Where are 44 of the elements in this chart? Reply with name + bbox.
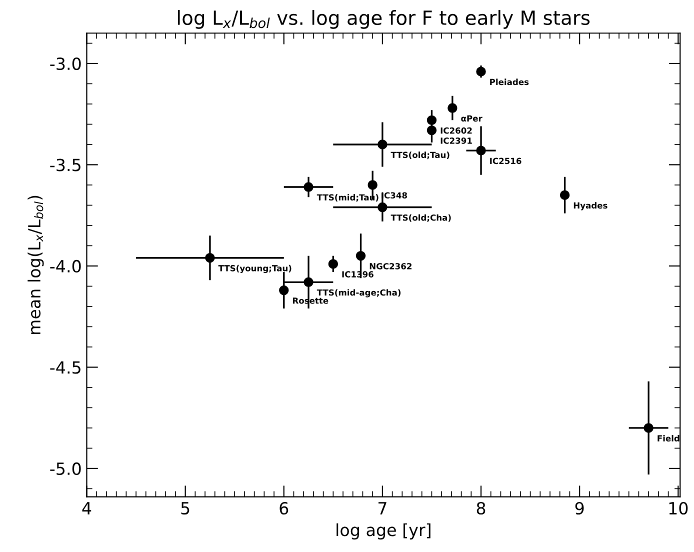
y-tick-label: -3.5	[50, 158, 80, 172]
x-tick-label: 5	[181, 502, 190, 515]
annotation: IC2516	[490, 158, 522, 164]
x-tick-label: 8	[476, 502, 486, 515]
point	[279, 285, 289, 296]
point	[426, 115, 437, 126]
annotation: TTS(young;Tau)	[218, 264, 292, 274]
y-tick-label: -3.0	[50, 57, 81, 70]
point	[304, 182, 314, 192]
y-tick-label: -5.0	[50, 462, 81, 476]
annotation: NGC2362	[370, 263, 412, 270]
point	[644, 423, 654, 433]
point	[368, 180, 378, 190]
annotation: Pleiades	[490, 78, 529, 86]
chart-title: log L$_{x}$/L$_{bol}$ vs. log age for F to early M stars	[178, 10, 590, 29]
x-tick-label: 9	[575, 502, 584, 515]
point	[205, 253, 215, 263]
y-tick-label: -4.5	[50, 361, 80, 374]
x-tick-label: 10	[669, 502, 688, 515]
annotation: αPer	[461, 115, 482, 122]
annotation: TTS(old;Cha)	[390, 214, 451, 222]
annotation: Hyades	[574, 202, 608, 210]
point	[476, 66, 486, 76]
y-tick-label: -4.0	[50, 260, 81, 273]
x-tick-label: 7	[378, 502, 386, 514]
y-axis-title: mean log(L$_{x}$/L$_{bol}$)	[28, 196, 44, 334]
x-axis-title: log age [yr]	[336, 523, 430, 540]
point	[426, 125, 437, 136]
point	[328, 259, 338, 269]
point	[356, 250, 366, 261]
point	[304, 277, 314, 288]
annotation: IC2391	[440, 138, 472, 144]
annotation: Field	[658, 435, 680, 442]
point	[560, 190, 570, 200]
point	[378, 202, 388, 212]
point	[476, 146, 486, 156]
annotation: TTS(mid-age;Cha)	[316, 289, 401, 298]
annotation: TTS(mid;Tau)	[316, 194, 378, 202]
x-tick-label: 6	[280, 502, 288, 515]
annotation: IC2602	[440, 127, 472, 134]
annotation: TTS(old;Tau)	[390, 152, 450, 160]
point	[448, 103, 458, 113]
point	[378, 140, 388, 150]
x-tick-label: 4	[82, 502, 92, 514]
